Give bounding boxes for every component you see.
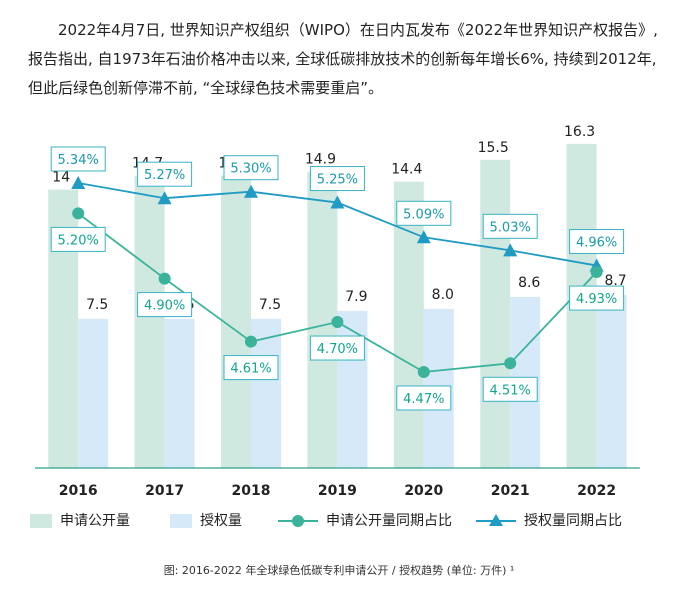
application-ratio-label-box-2018 — [223, 355, 279, 381]
bar-application-label-2016: 14 — [52, 170, 70, 186]
legend-label-grant-ratio: 授权量同期占比 — [524, 513, 622, 529]
application-ratio-label-box-2021 — [482, 376, 538, 402]
legend-label-application: 申请公开量 — [60, 513, 130, 529]
grant-ratio-label-box-2018 — [223, 155, 279, 181]
bar-application-label-2019: 14.9 — [305, 152, 336, 168]
application-ratio-point-2018 — [245, 335, 257, 348]
grant-ratio-label-2016: 5.34% — [58, 153, 99, 168]
figure-caption: 图: 2016-2022 年全球绿色低碳专利申请公开 / 授权趋势 (单位: 万… — [163, 564, 515, 577]
grant-ratio-label-box-2021 — [482, 213, 538, 239]
bar-grant-label-2019: 7.9 — [345, 289, 367, 305]
grant-ratio-label-2017: 5.27% — [144, 168, 185, 183]
legend-triangle-line-icon — [476, 514, 516, 526]
x-tick-label-2017: 2017 — [145, 483, 184, 499]
bar-application-2018 — [221, 175, 251, 468]
legend: 申请公开量 授权量 申请公开量同期占比 授权量同期占比 — [30, 508, 650, 534]
bar-application-label-2020: 14.4 — [391, 162, 422, 178]
grant-ratio-label-2022: 4.96% — [576, 236, 617, 251]
grant-ratio-point-2019 — [330, 195, 345, 209]
application-ratio-point-2022 — [590, 266, 603, 279]
application-ratio-label-2021: 4.51% — [490, 383, 531, 398]
application-ratio-point-2016 — [72, 207, 85, 220]
grant-ratio-label-box-2022 — [569, 229, 625, 255]
application-ratio-label-2019: 4.70% — [317, 342, 358, 357]
application-ratio-point-2020 — [417, 366, 430, 378]
grant-ratio-label-box-2017 — [137, 161, 193, 187]
bar-application-2017 — [134, 175, 165, 468]
x-tick-label-2022: 2022 — [577, 483, 616, 499]
grant-ratio-label-box-2020 — [396, 200, 452, 226]
bar-grant-2022 — [596, 294, 627, 468]
application-ratio-label-box-2019 — [309, 335, 365, 361]
application-ratio-label-box-2017 — [137, 292, 193, 318]
bar-application-label-2022: 16.3 — [564, 124, 595, 140]
x-tick-label-2016: 2016 — [59, 483, 98, 499]
bar-application-label-2021: 15.5 — [478, 140, 509, 156]
grant-ratio-point-2016 — [71, 176, 86, 189]
grant-ratio-point-2017 — [157, 191, 172, 205]
intro-paragraph: 2022年4月7日, 世界知识产权组织（WIPO）在日内瓦发布《2022年世界知… — [28, 21, 658, 97]
application-ratio-label-2022: 4.93% — [576, 292, 617, 307]
bar-grant-label-2021: 8.6 — [518, 275, 540, 291]
bar-grant-2017 — [164, 318, 195, 468]
application-ratio-label-box-2016 — [50, 226, 106, 252]
grant-ratio-point-2021 — [503, 243, 518, 257]
grant-ratio-point-2018 — [244, 184, 258, 198]
legend-label-application-ratio: 申请公开量同期占比 — [326, 513, 452, 529]
bar-grant-label-2016: 7.5 — [86, 297, 108, 313]
bar-grant-label-2018: 7.5 — [259, 297, 281, 313]
grant-ratio-label-2020: 5.09% — [403, 207, 444, 222]
application-ratio-label-box-2020 — [396, 385, 452, 411]
grant-ratio-label-box-2016 — [50, 146, 106, 172]
grant-ratio-label-2019: 5.25% — [317, 173, 358, 188]
x-tick-label-2021: 2021 — [491, 483, 530, 499]
bar-grant-2016 — [78, 318, 109, 468]
x-tick-label-2019: 2019 — [318, 483, 357, 499]
legend-swatch-grant — [170, 514, 192, 528]
bar-application-2021 — [480, 159, 511, 468]
application-ratio-label-box-2022 — [569, 285, 625, 311]
legend-label-grant: 授权量 — [200, 513, 242, 529]
legend-circle-line-icon — [278, 515, 318, 527]
application-ratio-point-2019 — [331, 316, 344, 329]
bar-grant-label-2022: 8.7 — [604, 273, 626, 289]
legend-swatch-application — [30, 514, 52, 528]
grant-ratio-label-2018: 5.30% — [230, 162, 271, 177]
bar-application-2020 — [393, 181, 424, 468]
grant-ratio-point-2020 — [416, 230, 431, 244]
grant-ratio-label-box-2019 — [309, 166, 365, 192]
application-ratio-point-2017 — [158, 272, 171, 285]
application-ratio-label-2016: 5.20% — [58, 233, 99, 248]
x-tick-label-2018: 2018 — [232, 483, 271, 499]
bar-grant-label-2020: 8.0 — [432, 287, 454, 303]
bar-grant-2019 — [337, 310, 368, 468]
application-ratio-label-2017: 4.90% — [144, 299, 185, 314]
x-tick-label-2020: 2020 — [404, 483, 443, 499]
application-ratio-label-2020: 4.47% — [403, 392, 444, 407]
grant-ratio-label-2021: 5.03% — [490, 220, 531, 235]
application-ratio-label-2018: 4.61% — [230, 362, 271, 377]
application-ratio-point-2021 — [504, 357, 517, 370]
